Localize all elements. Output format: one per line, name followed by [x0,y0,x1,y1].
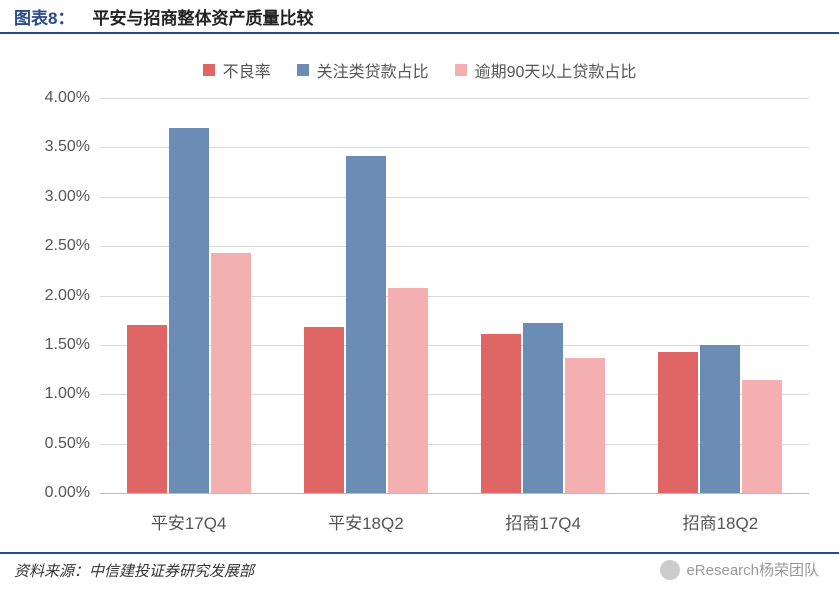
bar-group: 招商18Q2 [632,98,809,493]
source-text: 资料来源：中信建投证券研究发展部 [14,560,254,581]
legend-swatch [297,64,309,76]
bar [700,345,740,493]
bar-group: 平安18Q2 [277,98,454,493]
x-axis-label: 平安17Q4 [100,493,277,534]
legend-item: 不良率 [203,58,271,82]
chart-area: 不良率 关注类贷款占比 逾期90天以上贷款占比 0.00%0.50%1.00%1… [0,34,839,552]
bar [127,325,167,493]
bar [565,358,605,493]
y-axis-label: 1.00% [45,385,100,403]
y-axis-label: 4.00% [45,89,100,107]
y-axis-label: 2.50% [45,237,100,255]
bar [169,128,209,493]
bar [658,352,698,493]
x-axis-label: 招商17Q4 [455,493,632,534]
legend-label: 不良率 [223,58,271,82]
bar-group: 平安17Q4 [100,98,277,493]
legend-label: 关注类贷款占比 [317,58,429,82]
bar [346,156,386,493]
bar-group: 招商17Q4 [455,98,632,493]
figure-footer: 资料来源：中信建投证券研究发展部 [0,552,839,586]
legend-item: 关注类贷款占比 [297,58,429,82]
legend-swatch [455,64,467,76]
legend-label: 逾期90天以上贷款占比 [475,58,637,82]
figure-header: 图表8： 平安与招商整体资产质量比较 [0,0,839,34]
legend-item: 逾期90天以上贷款占比 [455,58,637,82]
bar [388,288,428,493]
bar [304,327,344,493]
y-axis-label: 0.00% [45,484,100,502]
bar [523,323,563,493]
y-axis-label: 3.50% [45,138,100,156]
y-axis-label: 1.50% [45,336,100,354]
plot-region: 0.00%0.50%1.00%1.50%2.00%2.50%3.00%3.50%… [100,98,809,494]
legend-swatch [203,64,215,76]
bar [481,334,521,493]
y-axis-label: 0.50% [45,435,100,453]
legend: 不良率 关注类贷款占比 逾期90天以上贷款占比 [0,58,839,82]
y-axis-label: 3.00% [45,188,100,206]
figure-title: 平安与招商整体资产质量比较 [92,4,313,29]
bar [742,380,782,493]
y-axis-label: 2.00% [45,287,100,305]
bar [211,253,251,493]
figure-number: 图表8： [14,4,74,29]
x-axis-label: 招商18Q2 [632,493,809,534]
x-axis-label: 平安18Q2 [277,493,454,534]
